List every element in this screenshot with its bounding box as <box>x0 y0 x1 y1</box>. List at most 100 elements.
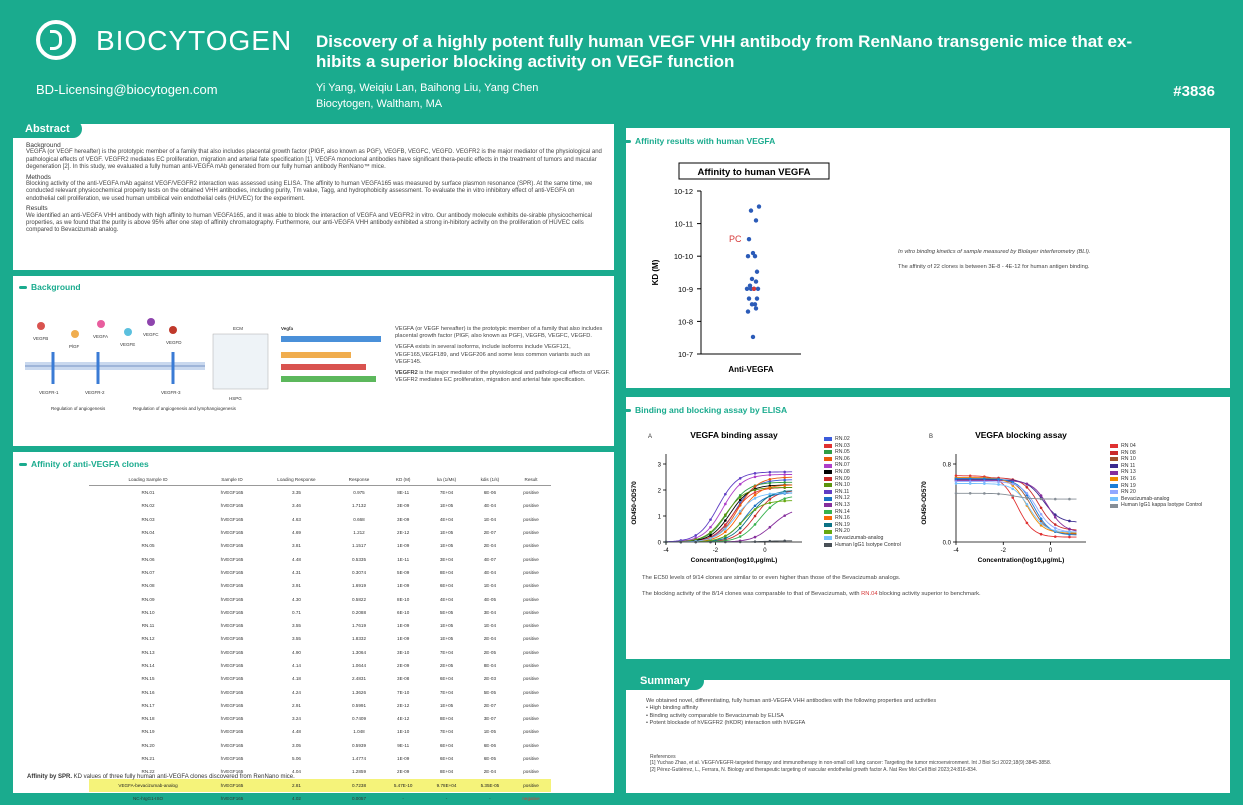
series-curve <box>956 492 1077 500</box>
table-cell: RN.17 <box>141 702 155 708</box>
legend-item: RN.13 <box>824 502 901 509</box>
diagram-label: VEGFA <box>93 334 108 339</box>
diagram-label: PlGF <box>69 344 80 349</box>
legend-swatch <box>824 542 832 547</box>
table-cell: 1.7619 <box>351 623 367 629</box>
table-cell: 1.212 <box>353 530 365 536</box>
legend-swatch <box>1110 444 1118 449</box>
table-cell: 8E-10 <box>397 596 410 602</box>
y-tick-label: 10-8 <box>678 317 693 326</box>
table-cell: negative <box>522 795 540 801</box>
table-cell: hVEGF165 <box>220 689 244 695</box>
legend-swatch <box>824 463 832 468</box>
table-header-cell: Loading Response <box>256 474 336 486</box>
table-cell: 8E+04 <box>439 769 454 775</box>
abstract-body: Background VEGFA (or VEGF hereafter) is … <box>26 142 604 235</box>
table-cell: 1.048 <box>353 729 365 735</box>
table-cell: VEGFA-bevacizumab-analog <box>89 778 208 792</box>
table-row: RN.19 hVEGF165 4.48 1.048 1E-10 7E+04 1E-05 pos… <box>89 725 551 738</box>
legend-label: Human IgG1 kappa Isotype Control <box>1121 502 1203 509</box>
background-panel: Background VEGFB PlGF VEGFA VEGFE VEGFC … <box>13 276 614 446</box>
table-cell: 6E+04 <box>439 742 454 748</box>
blocking-legend: RN 04 RN 08 RN 10 RN 11 RN 13 RN 16 RN 19 RN 20… <box>1110 443 1202 509</box>
series-point <box>738 531 742 534</box>
legend-label: RN.03 <box>835 442 850 449</box>
legend-label: RN.13 <box>835 501 850 508</box>
table-cell: positive <box>523 490 539 496</box>
table-cell: positive <box>523 609 539 615</box>
pc-point <box>751 286 757 291</box>
series-point <box>1025 502 1029 506</box>
legend-item: RN 11 <box>1110 463 1202 470</box>
table-cell: 1E-09 <box>397 756 410 762</box>
table-cell: 5.47E-10 <box>382 778 425 792</box>
abstract-results-text: We identified an anti-VEGFA VHH antibody… <box>26 212 593 234</box>
diagram-label: VEGFC <box>143 332 159 337</box>
series-point <box>1011 487 1015 491</box>
chart-title: Affinity to human VEGFA <box>698 167 811 178</box>
legend-swatch <box>824 503 832 508</box>
series-point <box>753 472 757 475</box>
series-point <box>997 480 1000 484</box>
table-cell: 3E-09 <box>397 503 410 509</box>
table-cell: 1E-09 <box>397 623 410 629</box>
data-point <box>745 309 751 314</box>
table-cell: hVEGF165 <box>220 663 244 668</box>
background-p3: VEGFR2 is the major mediator of the phys… <box>395 370 610 384</box>
table-cell: 4.48 <box>291 729 301 735</box>
series-point <box>1011 482 1015 486</box>
x-tick-label: 0 <box>1049 548 1053 554</box>
abstract-background-heading: Background <box>26 142 61 149</box>
series-point <box>783 539 786 543</box>
table-cell: 1E+05 <box>439 503 454 509</box>
table-cell: 2E-12 <box>397 702 410 708</box>
table-cell: 2E-04 <box>483 543 497 549</box>
legend-swatch <box>824 443 832 448</box>
y-tick-label: 0 <box>658 541 662 547</box>
table-cell: 4.24 <box>291 689 301 695</box>
series-point <box>768 470 772 474</box>
table-cell: 1.3064 <box>351 649 367 655</box>
series-point <box>694 540 697 544</box>
diagram-label: VEGFR-1 <box>39 390 59 395</box>
series-curve <box>666 492 793 543</box>
table-cell: 5E-05 <box>483 689 497 695</box>
legend-item: RN.14 <box>824 509 901 516</box>
series-curve <box>665 474 793 543</box>
series-curve <box>956 478 1077 535</box>
legend-item: RN 08 <box>1110 450 1202 457</box>
table-cell: 4.02 <box>291 795 301 801</box>
table-cell: RN.15 <box>141 676 155 682</box>
table-cell: 4E+04 <box>439 516 454 522</box>
table-cell: 3E-08 <box>397 676 410 682</box>
table-cell: 2E-04 <box>483 636 497 642</box>
contact-email[interactable]: BD-Licensing@biocytogen.com <box>36 82 218 97</box>
reference-2: [2] Pérez-Gutiérrez, L., Ferrara, N. Bio… <box>650 766 978 773</box>
legend-label: RN 19 <box>1121 482 1136 489</box>
series-point <box>1039 497 1043 501</box>
series-point <box>1053 497 1057 501</box>
table-cell: 1E+05 <box>439 543 454 549</box>
table-row: RN.11 hVEGF165 3.55 1.7619 1E-09 1E+05 1E-04 po… <box>89 619 551 632</box>
table-cell: 1.3626 <box>351 689 367 695</box>
legend-label: RN 20 <box>1121 489 1136 496</box>
table-cell: hVEGF165 <box>220 649 244 655</box>
affinity-table-panel: Affinity of anti-VEGFA clones Loading Sa… <box>13 452 614 801</box>
series-point <box>1025 496 1029 500</box>
legend-item: RN.11 <box>824 489 901 496</box>
table-cell: positive <box>523 756 539 762</box>
series-point <box>738 495 742 499</box>
y-tick-label: 10-9 <box>678 285 693 294</box>
table-cell: 3.46 <box>291 503 301 509</box>
series-point <box>1068 533 1071 536</box>
y-tick-label: 0.0 <box>943 541 952 547</box>
legend-label: RN.16 <box>835 515 850 522</box>
affinity-table-heading: Affinity of anti-VEGFA clones <box>19 459 149 469</box>
table-cell: hVEGF165 <box>220 490 244 496</box>
table-cell: 0.668 <box>353 516 365 522</box>
table-row: RN.22 hVEGF165 4.04 1.2859 2E-09 8E+04 2E-04 po… <box>89 765 551 778</box>
panel-a-label: A <box>648 434 653 440</box>
affinity-desc: In vitro binding kinetics of sample meas… <box>898 249 1091 272</box>
table-row: RN.03 hVEGF165 4.63 0.668 3E-09 4E+04 1E-04 pos… <box>89 513 551 526</box>
table-cell: 1E-10 <box>397 729 410 735</box>
